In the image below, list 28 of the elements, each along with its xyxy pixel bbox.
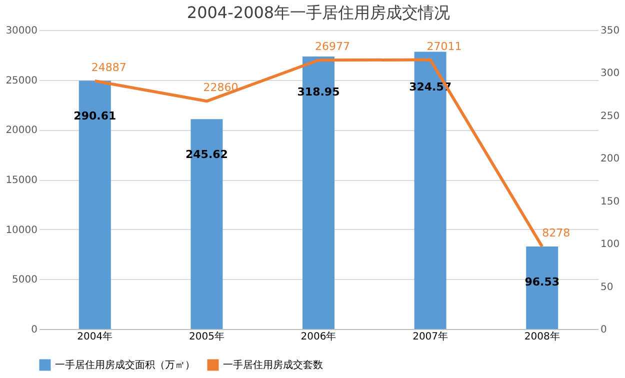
- data-label: 24887: [91, 60, 126, 74]
- x-tick-label: 2004年: [77, 330, 113, 342]
- chart-title: 2004-2008年一手居住用房成交情况: [186, 3, 450, 22]
- legend-label: 一手居住用房成交面积（万㎡）: [55, 359, 195, 371]
- y2-tick-label: 100: [600, 239, 620, 250]
- y2-tick-label: 0: [600, 324, 607, 336]
- legend-label: 一手居住用房成交套数: [223, 359, 323, 371]
- data-label: 27011: [426, 40, 462, 53]
- y2-tick-label: 50: [600, 282, 614, 293]
- data-label: 22860: [203, 81, 238, 94]
- x-tick-label: 2005年: [188, 330, 224, 342]
- y2-tick-label: 350: [600, 26, 620, 36]
- y-tick-label: 0: [31, 324, 38, 336]
- x-tick-label: 2008年: [524, 330, 560, 342]
- data-label: 8278: [542, 226, 570, 240]
- y-tick-label: 15000: [6, 175, 38, 186]
- x-tick-label: 2007年: [412, 330, 448, 342]
- y2-tick-label: 200: [600, 154, 620, 165]
- data-label: 26977: [315, 40, 350, 54]
- y-tick-label: 30000: [6, 26, 38, 36]
- y-tick-label: 5000: [12, 274, 38, 286]
- x-tick-label: 2006年: [300, 330, 336, 342]
- y-tick-label: 25000: [6, 75, 38, 86]
- y-tick-label: 10000: [6, 224, 38, 236]
- y-tick-label: 20000: [6, 125, 38, 136]
- y2-tick-label: 250: [600, 110, 620, 122]
- y2-tick-label: 300: [600, 68, 620, 80]
- y2-tick-label: 150: [600, 196, 620, 208]
